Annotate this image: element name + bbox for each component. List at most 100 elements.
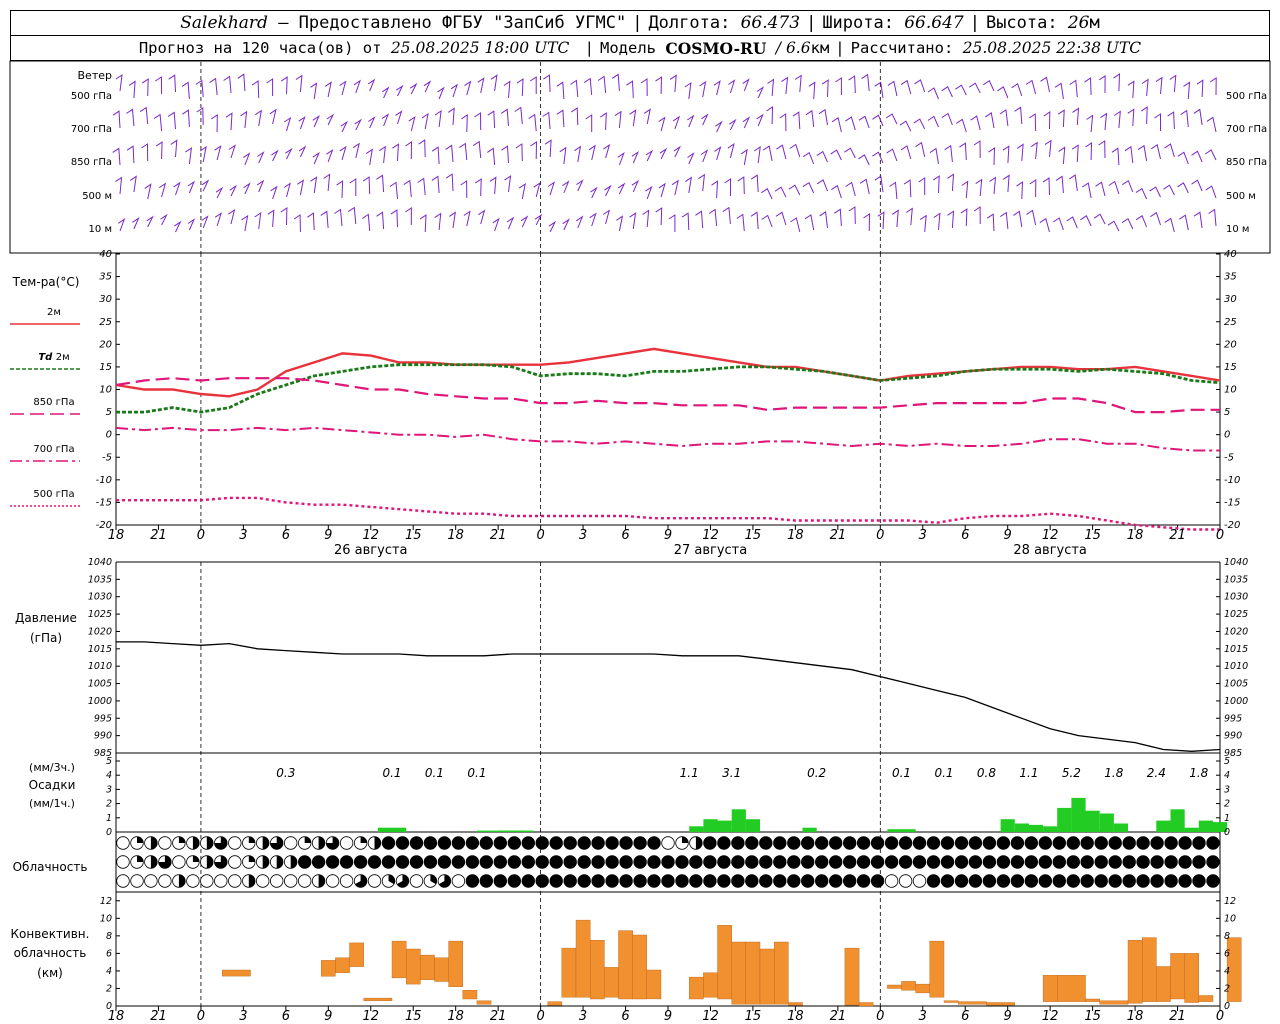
model-res: / 6.6	[775, 39, 811, 57]
y-tick-label: 10	[1224, 913, 1236, 924]
wind-barb	[775, 211, 787, 226]
wind-barb	[362, 176, 371, 195]
cloud-cover-symbol	[172, 836, 186, 850]
cloud-cover-symbol	[982, 874, 997, 888]
cloud-cover-symbol	[465, 855, 480, 869]
cloud-circle	[954, 855, 969, 869]
wind-barb	[985, 112, 995, 129]
precip-bar	[377, 827, 392, 832]
wind-barb	[1100, 112, 1108, 131]
wind-barb	[736, 213, 745, 232]
cloud-circle	[996, 855, 1011, 869]
y-tick-label: 4	[1224, 966, 1230, 977]
wind-barb	[1135, 187, 1148, 200]
cloud-circle	[633, 874, 647, 888]
cloud-circle	[1164, 874, 1178, 888]
precip-total-label: 0.1	[892, 766, 911, 780]
precip-bar	[1170, 809, 1185, 832]
wind-barb	[761, 188, 773, 200]
cloud-cover-symbol	[451, 874, 466, 888]
cloud-circle	[381, 836, 396, 850]
cloud-circle	[1136, 874, 1150, 888]
y-tick-label: 1020	[1224, 626, 1248, 637]
cloud-circle	[856, 874, 871, 888]
cloud-circle	[1094, 836, 1108, 850]
cloud-circle	[228, 874, 242, 888]
cloud-circle	[353, 855, 368, 869]
y-tick-label: 4	[106, 770, 112, 781]
cloud-cover-symbol	[1052, 836, 1067, 850]
wind-barb	[576, 215, 584, 229]
cloud-circle	[1038, 874, 1053, 888]
convective-title-1: Конвективн.	[11, 927, 90, 941]
wind-barb	[460, 180, 468, 199]
wind-barb	[1209, 77, 1217, 96]
cloud-circle	[298, 874, 312, 888]
wind-barb	[885, 113, 898, 125]
wind-barb	[794, 74, 802, 93]
precip-bar	[1085, 810, 1100, 832]
cloud-circle	[479, 874, 494, 888]
y-tick-label: 20	[1224, 339, 1237, 350]
cloud-cover-symbol	[773, 874, 787, 888]
y-tick-label: 20	[99, 339, 112, 350]
wind-barb	[367, 78, 376, 92]
cloud-cover-symbol	[954, 855, 969, 869]
cloud-cover-symbol	[172, 855, 186, 869]
hour-label: 9	[664, 1009, 672, 1024]
y-tick-label: 990	[1224, 731, 1242, 742]
forecast-time: 25.08.2025 18:00 UTC	[390, 39, 570, 57]
wind-barb	[668, 214, 676, 232]
hour-label: 21	[490, 1009, 507, 1024]
wind-barb	[395, 110, 403, 125]
cloud-circle	[549, 855, 563, 869]
cloud-circle	[116, 836, 130, 850]
y-tick-label: 0	[106, 1001, 112, 1012]
wind-barb	[1066, 216, 1078, 229]
convective-bar	[321, 960, 336, 977]
cloud-cover-symbol	[1024, 874, 1039, 888]
cloud-cover-symbol	[521, 836, 536, 850]
cloud-cover-symbol	[1178, 836, 1192, 850]
cloud-circle	[535, 874, 549, 888]
wind-barb	[229, 184, 238, 197]
wind-barb	[831, 184, 842, 199]
pressure-title: Давление	[15, 611, 77, 625]
y-tick-label: -15	[1224, 497, 1240, 508]
wind-barb	[570, 107, 579, 126]
cloud-cover-symbol	[214, 836, 228, 850]
cloud-circle	[1108, 874, 1122, 888]
wind-barb	[997, 86, 1009, 99]
wind-barb	[919, 214, 927, 233]
wind-barb	[1082, 182, 1092, 199]
cloud-fill	[388, 874, 395, 885]
wind-barb	[132, 216, 140, 230]
cloud-cover-symbol	[298, 874, 312, 888]
wind-barb	[821, 79, 829, 98]
wind-barb	[816, 150, 828, 163]
cloud-circle	[228, 836, 242, 850]
precip-total-label: 1.1	[1019, 766, 1038, 780]
cloud-cover-symbol	[633, 836, 647, 850]
wind-barb	[477, 77, 485, 94]
cloud-cover-symbol	[1178, 855, 1192, 869]
wind-barb	[761, 214, 773, 228]
cloud-cover-symbol	[242, 874, 256, 888]
wind-barb	[714, 146, 722, 161]
cloud-cover-symbol	[912, 855, 927, 869]
cloud-cover-symbol	[437, 855, 452, 869]
wind-barb	[431, 175, 440, 194]
cloud-circle	[116, 855, 130, 869]
cloud-circle	[703, 874, 717, 888]
hour-label: 0	[197, 528, 205, 543]
cloud-cover-symbol	[703, 874, 717, 888]
wind-barb	[848, 75, 856, 94]
cloud-cover-symbol	[912, 836, 927, 850]
wind-barb	[547, 181, 556, 196]
wind-barb	[266, 78, 274, 96]
precip-bar	[745, 819, 760, 832]
wind-barb	[312, 151, 320, 165]
hour-label: 0	[876, 528, 884, 543]
precip-total-label: 2.4	[1147, 766, 1166, 780]
wind-barb	[640, 78, 648, 97]
